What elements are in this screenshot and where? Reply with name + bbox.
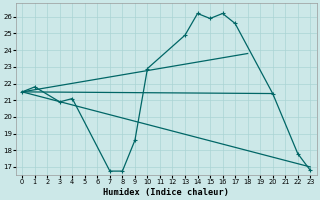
X-axis label: Humidex (Indice chaleur): Humidex (Indice chaleur) [103, 188, 229, 197]
